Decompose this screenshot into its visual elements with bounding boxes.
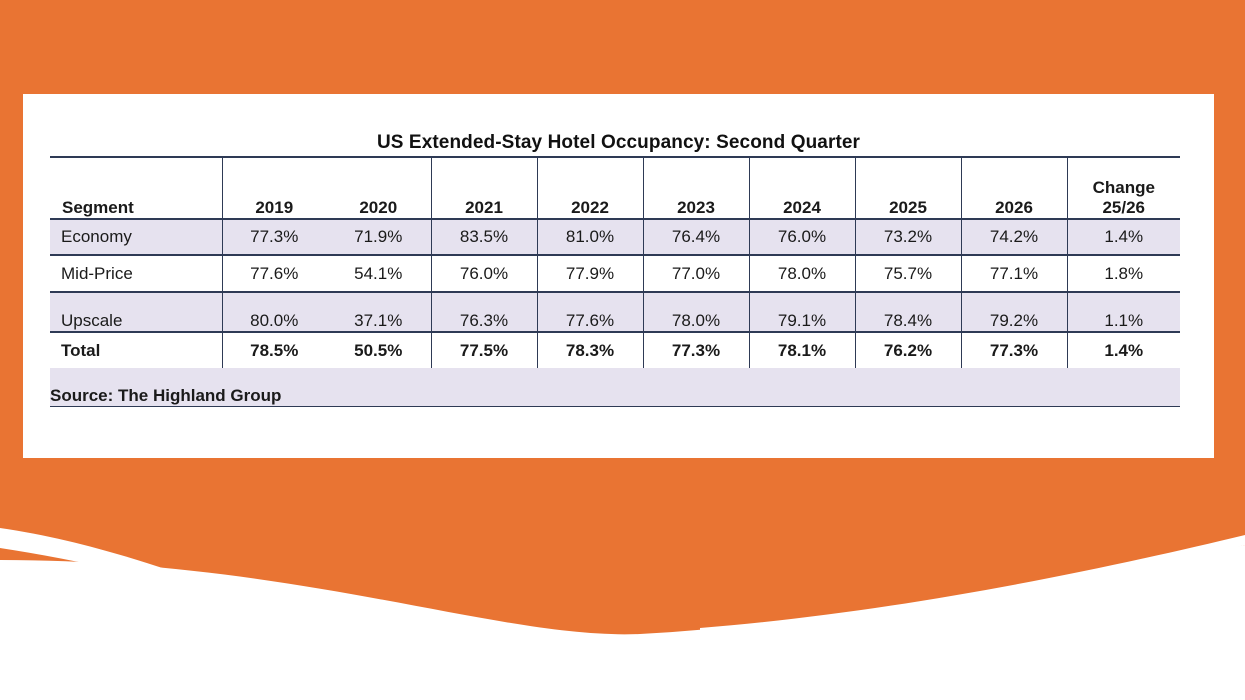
col-header-change-line2: 25/26 [1102,198,1146,217]
source-note: Source: The Highland Group [50,368,1180,407]
table-cell: 76.0% [748,218,855,256]
table-row: Upscale 80.0% 37.1% 76.3% 77.6% 78.0% 79… [50,291,1180,333]
table-cell: 75.7% [854,255,961,292]
table-cell-change: 1.8% [1066,255,1180,292]
row-label: Mid-Price [50,255,222,292]
col-header-year: 2026 [960,156,1067,219]
table-cell: 77.3% [642,332,749,368]
table-cell: 78.0% [748,255,855,292]
table-cell: 71.9% [326,218,431,256]
table-cell: 74.2% [960,218,1067,256]
table-cell: 77.0% [642,255,749,292]
table-cell: 37.1% [326,291,431,333]
table-cell: 80.0% [221,291,326,333]
col-header-year: 2025 [854,156,961,219]
col-header-year: 2024 [748,156,855,219]
table-cell-change: 1.1% [1066,291,1180,333]
table-row: Economy 77.3% 71.9% 83.5% 81.0% 76.4% 76… [50,218,1180,256]
table-cell: 78.1% [748,332,855,368]
table-cell: 77.3% [221,218,326,256]
col-header-year: 2020 [326,156,431,219]
table-cell: 77.5% [430,332,537,368]
table-cell: 77.6% [536,291,643,333]
table-cell: 54.1% [326,255,431,292]
table-cell: 77.9% [536,255,643,292]
table-cell-change: 1.4% [1066,218,1180,256]
table-cell: 76.4% [642,218,749,256]
table-card: US Extended-Stay Hotel Occupancy: Second… [23,94,1214,458]
table-cell: 50.5% [326,332,431,368]
table-cell: 77.3% [960,332,1067,368]
row-label: Total [50,332,222,368]
table-row-total: Total 78.5% 50.5% 77.5% 78.3% 77.3% 78.1… [50,332,1180,368]
table-cell: 78.5% [221,332,326,368]
table-cell: 79.2% [960,291,1067,333]
table-cell: 78.3% [536,332,643,368]
col-header-year: 2019 [221,156,326,219]
col-header-year: 2022 [536,156,643,219]
col-header-year: 2021 [430,156,537,219]
occupancy-table: Segment 2019 2020 2021 2022 2023 2024 20… [50,156,1180,407]
col-header-segment: Segment [50,156,222,219]
row-label: Upscale [50,291,222,333]
table-title: US Extended-Stay Hotel Occupancy: Second… [376,132,861,153]
table-cell: 83.5% [430,218,537,256]
row-label: Economy [50,218,222,256]
table-cell: 77.6% [221,255,326,292]
table-cell: 76.3% [430,291,537,333]
col-header-change: Change 25/26 [1066,156,1180,219]
col-header-year: 2023 [642,156,749,219]
table-cell: 73.2% [854,218,961,256]
table-row: Mid-Price 77.6% 54.1% 76.0% 77.9% 77.0% … [50,255,1180,292]
table-cell: 77.1% [960,255,1067,292]
table-cell-change: 1.4% [1066,332,1180,368]
table-cell: 81.0% [536,218,643,256]
table-cell: 78.4% [854,291,961,333]
table-cell: 76.0% [430,255,537,292]
table-cell: 78.0% [642,291,749,333]
col-header-change-line1: Change [1092,178,1155,197]
table-cell: 76.2% [854,332,961,368]
source-row: Source: The Highland Group [50,368,1180,407]
header-row: Segment 2019 2020 2021 2022 2023 2024 20… [50,156,1180,219]
table-cell: 79.1% [748,291,855,333]
